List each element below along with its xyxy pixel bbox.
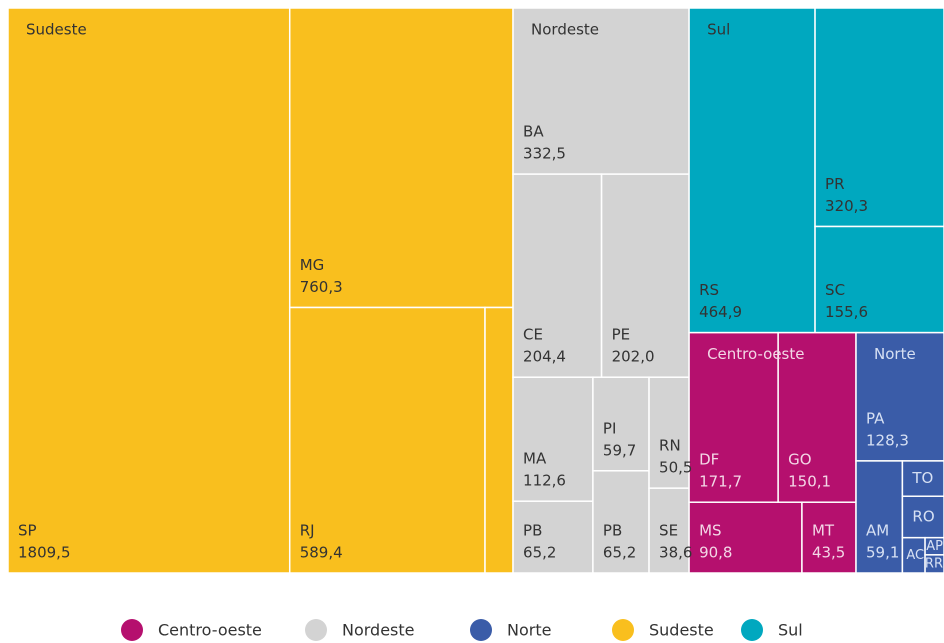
cell-label: RO: [912, 507, 934, 525]
treemap-cell: [600, 173, 690, 378]
treemap-cell: [288, 7, 514, 309]
treemap-cell: [7, 7, 291, 574]
cell-label: AM: [866, 522, 889, 540]
cell-value: 38,6: [659, 544, 692, 562]
cell-label: RJ: [300, 522, 315, 540]
cell-label: GO: [788, 451, 811, 469]
legend-swatch: [741, 619, 763, 641]
treemap-cell: [688, 331, 779, 503]
legend-swatch: [612, 619, 634, 641]
group-label: Centro-oeste: [707, 345, 804, 363]
treemap-cell: [814, 7, 944, 228]
cell-label: MS: [699, 522, 721, 540]
cell-value: 760,3: [300, 278, 343, 296]
legend-swatch: [470, 619, 492, 641]
group-label: Nordeste: [531, 21, 599, 39]
cell-label: PB: [523, 522, 542, 540]
cell-label: SE: [659, 522, 678, 540]
cell-value: 59,7: [603, 441, 636, 459]
cell-value: 155,6: [825, 303, 868, 321]
group-label: Norte: [874, 345, 916, 363]
treemap-cell: [814, 225, 944, 334]
cell-value: 320,3: [825, 197, 868, 215]
cell-label: MA: [523, 450, 547, 468]
treemap-cell: [512, 500, 594, 574]
cell-label: MG: [300, 256, 325, 274]
cell-value: 1809,5: [18, 544, 71, 562]
treemap-cell: [855, 331, 944, 462]
cell-label: PI: [603, 419, 616, 437]
cell-value: 90,8: [699, 544, 732, 562]
cell-value: 202,0: [612, 348, 655, 366]
group-label: Sul: [707, 21, 730, 39]
cell-value: 65,2: [603, 544, 636, 562]
cell-value: 59,1: [866, 544, 899, 562]
treemap-cell: [288, 306, 486, 574]
cell-label: CE: [523, 326, 543, 344]
cell-value: 150,1: [788, 473, 831, 491]
cell-label: AP: [926, 539, 943, 554]
cell-value: 128,3: [866, 431, 909, 449]
treemap-cell: [484, 306, 514, 574]
cell-label: TO: [911, 469, 933, 487]
cell-value: 204,4: [523, 348, 566, 366]
cell-value: 171,7: [699, 473, 742, 491]
cell-label: BA: [523, 123, 544, 141]
cell-label: SP: [18, 522, 37, 540]
treemap-cell: [924, 554, 944, 574]
treemap-cell: [512, 7, 690, 175]
cell-label: RS: [699, 281, 719, 299]
treemap-cell: [688, 501, 803, 574]
treemap-cell: [855, 460, 904, 574]
cell-label: MT: [812, 522, 835, 540]
treemap-cell: [592, 470, 650, 574]
cell-label: RR: [925, 556, 943, 571]
legend-swatch: [305, 619, 327, 641]
cell-label: DF: [699, 451, 719, 469]
legend-text: Nordeste: [342, 621, 415, 640]
group-label: Sudeste: [26, 21, 87, 39]
cell-value: 112,6: [523, 472, 566, 490]
cell-label: PR: [825, 175, 844, 193]
cell-label: PA: [866, 409, 885, 427]
cell-label: AC: [906, 548, 924, 563]
cell-label: PE: [612, 326, 631, 344]
treemap-cell: [901, 495, 944, 539]
legend-text: Sudeste: [649, 621, 714, 640]
legend-text: Centro-oeste: [158, 621, 262, 640]
cell-label: RN: [659, 437, 681, 455]
cell-label: SC: [825, 281, 845, 299]
legend-text: Norte: [507, 621, 551, 640]
treemap-cell: [648, 487, 690, 574]
cell-value: 50,5: [659, 459, 692, 477]
treemap-cell: [512, 173, 603, 378]
cell-value: 332,5: [523, 145, 566, 163]
legend-swatch: [121, 619, 143, 641]
cell-label: PB: [603, 522, 622, 540]
legend-text: Sul: [778, 621, 803, 640]
cell-value: 43,5: [812, 544, 845, 562]
cell-value: 65,2: [523, 544, 556, 562]
cell-value: 589,4: [300, 544, 343, 562]
cell-value: 464,9: [699, 303, 742, 321]
